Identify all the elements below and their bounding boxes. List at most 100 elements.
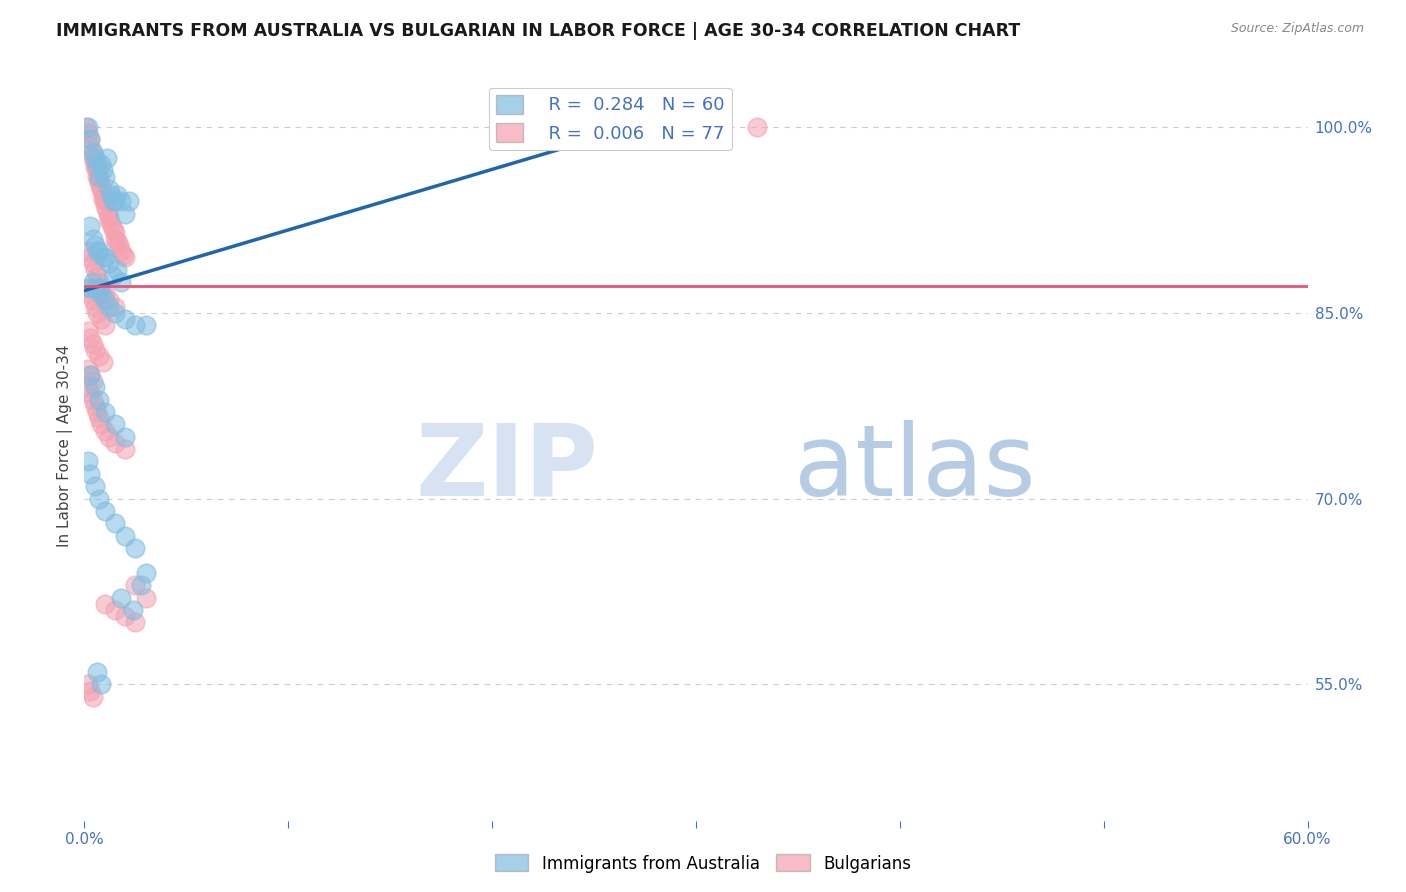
Point	[96, 151, 118, 165]
Point	[93, 405, 115, 419]
Point	[77, 126, 100, 140]
Point	[82, 392, 104, 407]
Point	[93, 504, 115, 518]
Point	[83, 300, 105, 314]
Point	[79, 331, 101, 345]
Point	[93, 194, 115, 209]
Point	[83, 262, 105, 277]
Text: atlas: atlas	[794, 420, 1035, 517]
Point	[124, 541, 146, 556]
Point	[86, 405, 108, 419]
Point	[105, 262, 128, 277]
Point	[79, 250, 101, 264]
Point	[93, 318, 115, 333]
Point	[82, 275, 104, 289]
Point	[114, 442, 136, 456]
Point	[79, 467, 101, 481]
Point	[97, 293, 120, 308]
Legend: Immigrants from Australia, Bulgarians: Immigrants from Australia, Bulgarians	[488, 847, 918, 880]
Point	[104, 436, 127, 450]
Point	[87, 349, 110, 363]
Point	[104, 194, 127, 209]
Legend:   R =  0.284   N = 60,   R =  0.006   N = 77: R = 0.284 N = 60, R = 0.006 N = 77	[489, 88, 733, 150]
Point	[82, 256, 104, 270]
Point	[90, 157, 112, 171]
Point	[87, 411, 110, 425]
Point	[90, 677, 112, 691]
Point	[77, 380, 100, 394]
Point	[79, 219, 101, 234]
Point	[97, 209, 120, 223]
Point	[87, 281, 110, 295]
Point	[87, 491, 110, 506]
Point	[83, 281, 105, 295]
Point	[104, 300, 127, 314]
Point	[91, 250, 114, 264]
Point	[87, 169, 110, 184]
Y-axis label: In Labor Force | Age 30-34: In Labor Force | Age 30-34	[58, 344, 73, 548]
Point	[105, 188, 128, 202]
Point	[83, 380, 105, 394]
Text: IMMIGRANTS FROM AUSTRALIA VS BULGARIAN IN LABOR FORCE | AGE 30-34 CORRELATION CH: IMMIGRANTS FROM AUSTRALIA VS BULGARIAN I…	[56, 22, 1021, 40]
Point	[101, 194, 124, 209]
Point	[90, 179, 112, 194]
Point	[93, 597, 115, 611]
Point	[100, 188, 122, 202]
Point	[90, 287, 112, 301]
Point	[135, 318, 157, 333]
Point	[93, 287, 115, 301]
Point	[90, 182, 112, 196]
Point	[83, 399, 105, 413]
Point	[77, 677, 100, 691]
Point	[87, 244, 110, 258]
Point	[82, 336, 104, 351]
Point	[82, 147, 104, 161]
Point	[104, 516, 127, 531]
Point	[91, 192, 114, 206]
Point	[83, 237, 105, 252]
Point	[90, 312, 112, 326]
Point	[112, 247, 135, 261]
Text: ZIP: ZIP	[415, 420, 598, 517]
Point	[83, 157, 105, 171]
Point	[104, 306, 127, 320]
Point	[83, 151, 105, 165]
Point	[86, 244, 108, 258]
Point	[79, 368, 101, 382]
Point	[100, 217, 122, 231]
Point	[77, 325, 100, 339]
Point	[96, 204, 118, 219]
Point	[93, 250, 115, 264]
Point	[79, 683, 101, 698]
Point	[79, 287, 101, 301]
Point	[91, 163, 114, 178]
Point	[114, 207, 136, 221]
Point	[114, 430, 136, 444]
Point	[105, 234, 128, 248]
Point	[101, 268, 124, 283]
Point	[79, 132, 101, 146]
Point	[104, 231, 127, 245]
Point	[97, 430, 120, 444]
Point	[77, 244, 100, 258]
Point	[86, 169, 108, 184]
Point	[91, 355, 114, 369]
Point	[110, 275, 132, 289]
Point	[77, 120, 100, 134]
Point	[97, 182, 120, 196]
Point	[93, 424, 115, 438]
Point	[93, 169, 115, 184]
Point	[97, 256, 120, 270]
Point	[86, 306, 108, 320]
Point	[82, 231, 104, 245]
Point	[82, 151, 104, 165]
Point	[77, 281, 100, 295]
Point	[82, 690, 104, 704]
Point	[114, 529, 136, 543]
Point	[86, 163, 108, 178]
Point	[79, 386, 101, 401]
Point	[87, 176, 110, 190]
Point	[135, 591, 157, 605]
Point	[135, 566, 157, 580]
Point	[90, 281, 112, 295]
